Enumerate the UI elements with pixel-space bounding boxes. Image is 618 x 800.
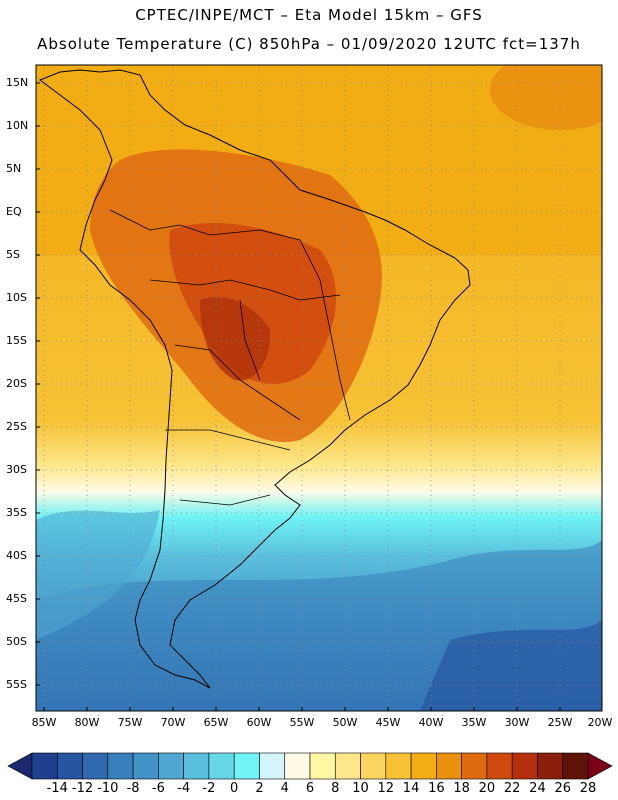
- colorbar-tick-label: -4: [177, 781, 191, 796]
- lat-label: 20S: [6, 377, 27, 390]
- colorbar-tick-label: -10: [97, 781, 119, 796]
- colorbar-tick-label: -12: [71, 781, 94, 796]
- colorbar-tick-label: -14: [46, 781, 68, 796]
- colorbar-swatch: [284, 752, 311, 780]
- colorbar-swatch: [461, 752, 488, 780]
- colorbar-swatch: [511, 752, 538, 780]
- lon-label: 75W: [117, 716, 143, 729]
- colorbar-swatch: [259, 752, 286, 780]
- colorbar-swatch: [82, 752, 109, 780]
- lat-label: 30S: [6, 463, 27, 476]
- colorbar-tick-label: 2: [255, 781, 264, 796]
- colorbar-tick-label: 16: [428, 781, 445, 796]
- lat-label: 5N: [6, 162, 22, 175]
- south-america-coastline: [38, 69, 471, 689]
- lon-label: 50W: [332, 716, 358, 729]
- colorbar-swatch: [562, 752, 589, 780]
- colorbar-swatch: [107, 752, 134, 780]
- colorbar-tick-label: 28: [579, 781, 597, 796]
- map-title-line2: Absolute Temperature (C) 850hPa – 01/09/…: [37, 35, 581, 53]
- colorbar-swatch: [334, 752, 361, 780]
- colorbar-over-arrow: [587, 752, 613, 780]
- colorbar-swatch: [233, 752, 260, 780]
- colorbar-swatch: [208, 752, 235, 780]
- colorbar-swatch: [183, 752, 210, 780]
- lon-label: 60W: [246, 716, 272, 729]
- colorbar-swatch: [436, 752, 462, 780]
- colorbar-swatch: [537, 752, 564, 780]
- lat-label: 15S: [6, 334, 27, 347]
- colorbar-tick-label: 8: [331, 781, 340, 796]
- lat-label: 10S: [6, 291, 27, 304]
- colorbar-tick-label: 18: [453, 781, 470, 796]
- country-borders: [109, 209, 351, 506]
- colorbar-swatch: [309, 752, 336, 780]
- colorbar-tick-label: 26: [554, 781, 571, 796]
- colorbar-swatch: [56, 752, 83, 780]
- colorbar-swatch: [158, 752, 184, 780]
- lat-label: 10N: [6, 119, 29, 132]
- colorbar-swatch: [385, 752, 412, 780]
- lat-label: 50S: [6, 635, 27, 648]
- lon-label: 70W: [160, 716, 186, 729]
- lon-label: 65W: [203, 716, 229, 729]
- lon-label: 45W: [375, 716, 401, 729]
- lon-label: 80W: [74, 716, 100, 729]
- lon-label: 30W: [504, 716, 530, 729]
- lat-label: 35S: [6, 506, 27, 519]
- map-title-line1: CPTEC/INPE/MCT – Eta Model 15km – GFS: [135, 6, 483, 24]
- axis-ticks: [36, 82, 561, 711]
- lon-label: 35W: [461, 716, 487, 729]
- colorbar-tick-label: -2: [202, 781, 216, 796]
- colorbar: [7, 752, 613, 780]
- colorbar-tick-label: 6: [305, 781, 315, 796]
- colorbar-swatch: [132, 752, 159, 780]
- colorbar-tick-label: 10: [352, 781, 369, 796]
- lat-label: 25S: [6, 420, 27, 433]
- map-frame: [35, 64, 603, 712]
- lon-label: 40W: [418, 716, 444, 729]
- lat-label: 5S: [6, 248, 20, 261]
- colorbar-tick-label: 0: [230, 781, 239, 796]
- colorbar-tick-label: 20: [478, 781, 496, 796]
- colorbar-tick-label: 14: [402, 781, 420, 796]
- colorbar-tick-label: 22: [503, 781, 521, 796]
- lon-label: 20W: [587, 716, 613, 729]
- colorbar-swatch: [31, 752, 58, 780]
- lat-label: 40S: [6, 549, 27, 562]
- colorbar-tick-label: 4: [280, 781, 289, 796]
- colorbar-tick-label: 24: [529, 781, 546, 796]
- colorbar-tick-label: -8: [126, 781, 140, 796]
- colorbar-swatch: [360, 752, 387, 780]
- colorbar-swatch: [486, 752, 513, 780]
- lat-label: EQ: [6, 205, 22, 218]
- lat-label: 15N: [6, 76, 29, 89]
- lon-label: 55W: [289, 716, 315, 729]
- colorbar-under-arrow: [7, 752, 33, 780]
- lat-label: 45S: [6, 592, 27, 605]
- lon-label: 85W: [31, 716, 57, 729]
- colorbar-tick-label: -6: [151, 781, 165, 796]
- colorbar-swatch: [410, 752, 437, 780]
- lat-label: 55S: [6, 678, 27, 691]
- lon-label: 25W: [547, 716, 573, 729]
- colorbar-tick-label: 12: [377, 781, 395, 796]
